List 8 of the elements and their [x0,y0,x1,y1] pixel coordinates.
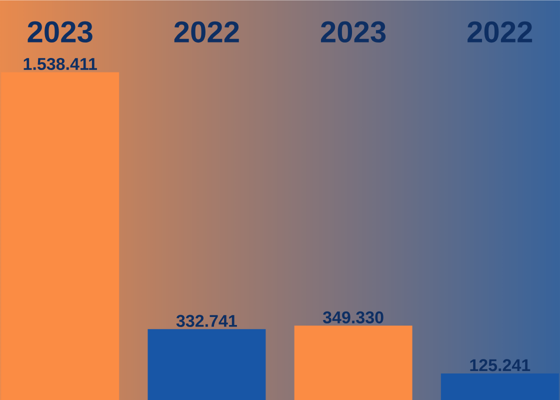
data-label: 332.741 [176,314,237,327]
data-label: 349.330 [322,311,384,324]
x-tick-label: 2022 [174,21,239,42]
x-tick-label: 2022 [468,21,532,42]
x-tick-label: 2023 [320,21,386,42]
data-label: 1.538.411 [24,58,97,70]
x-tick-label: 2023 [28,21,92,42]
data-label: 125.241 [470,359,530,372]
